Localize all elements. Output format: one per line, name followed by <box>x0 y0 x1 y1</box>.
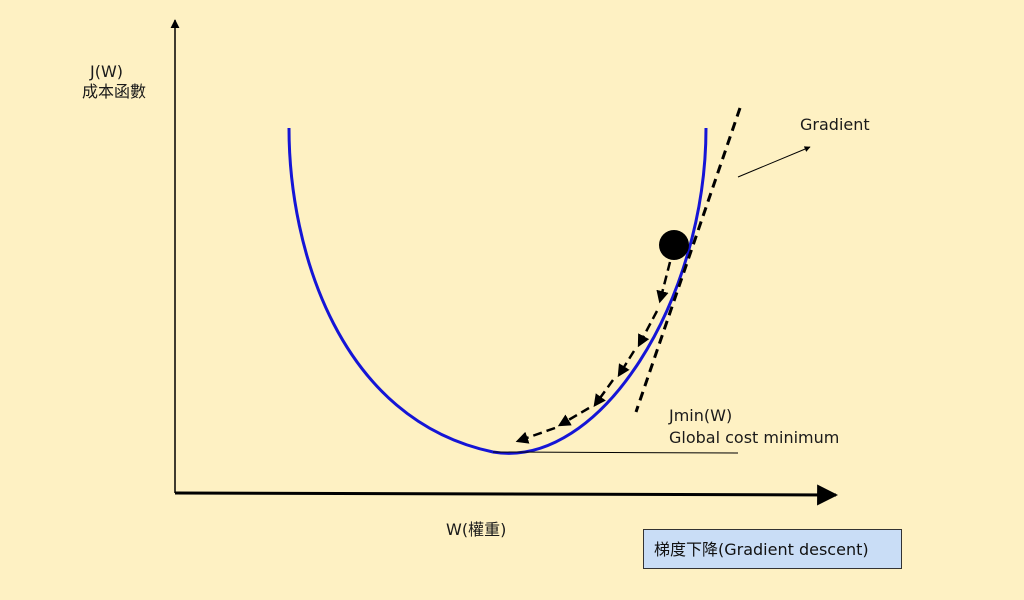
minimum-line <box>492 451 739 454</box>
x-axis-label: W(權重) <box>446 520 507 539</box>
descent-step-4 <box>593 379 615 408</box>
y-axis-label-chinese: 成本函數 <box>82 82 147 101</box>
caption-text: 梯度下降(Gradient descent) <box>654 540 869 559</box>
ball-marker <box>659 230 689 260</box>
descent-step-3 <box>617 350 636 378</box>
y-axis-label: J(W) <box>90 62 124 81</box>
minimum-label: Jmin(W) <box>669 406 733 425</box>
gradient-pointer-arrow <box>737 146 811 178</box>
descent-step-2 <box>637 310 659 348</box>
gradient-tangent-line <box>634 107 742 413</box>
gradient-label: Gradient <box>800 115 870 134</box>
descent-step-1 <box>656 261 672 304</box>
cost-curve <box>287 127 708 455</box>
minimum-description: Global cost minimum <box>669 428 840 447</box>
caption-box: 梯度下降(Gradient descent) <box>643 529 902 569</box>
descent-steps <box>515 261 672 444</box>
descent-step-5 <box>557 406 590 427</box>
x-axis <box>174 484 839 506</box>
descent-step-6 <box>515 426 556 444</box>
